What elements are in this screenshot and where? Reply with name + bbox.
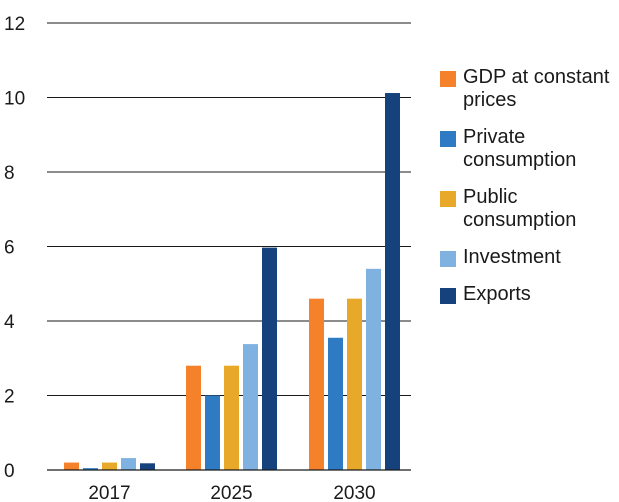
bar	[186, 365, 201, 470]
x-axis-ticks: 2017 2025 2030	[88, 483, 375, 502]
y-tick-label: 6	[4, 238, 15, 259]
legend-swatch-exports	[440, 288, 456, 304]
y-tick-label: 0	[4, 461, 15, 482]
y-tick-label: 12	[4, 14, 25, 35]
y-tick-label: 8	[4, 163, 15, 184]
legend-item-public-consumption: Public consumption	[440, 186, 619, 232]
legend-label: GDP at constant prices	[463, 66, 610, 111]
x-tick-label: 2030	[333, 483, 375, 502]
legend-label: Investment	[463, 246, 561, 268]
legend-label: Private consumption	[463, 126, 577, 171]
bar	[83, 468, 98, 470]
legend-swatch-public-consumption	[440, 191, 456, 207]
y-axis-ticks: 0 2 4 6 8 10 12	[4, 14, 25, 482]
x-tick-label: 2025	[210, 483, 252, 502]
y-tick-label: 4	[4, 312, 15, 333]
bar	[309, 298, 324, 470]
x-tick-label: 2017	[88, 483, 130, 502]
y-tick-label: 10	[4, 89, 25, 110]
legend-item-exports: Exports	[440, 283, 619, 306]
bar	[140, 463, 155, 470]
legend-item-investment: Investment	[440, 246, 619, 269]
bar	[64, 462, 79, 470]
legend-item-private-consumption: Private consumption	[440, 126, 619, 172]
bar	[102, 462, 117, 470]
legend-swatch-gdp	[440, 71, 456, 87]
legend: GDP at constant prices Private consumpti…	[440, 66, 619, 320]
legend-swatch-investment	[440, 251, 456, 267]
bar	[385, 93, 400, 470]
bar	[347, 298, 362, 470]
bars	[64, 93, 400, 470]
bar	[328, 337, 343, 470]
bar	[243, 344, 258, 470]
bar	[366, 268, 381, 470]
legend-label: Public consumption	[463, 186, 577, 231]
legend-item-gdp: GDP at constant prices	[440, 66, 619, 112]
bar	[205, 395, 220, 470]
legend-label: Exports	[463, 283, 531, 305]
bar	[224, 365, 239, 470]
bar	[121, 458, 136, 470]
bar	[262, 247, 277, 470]
legend-swatch-private-consumption	[440, 131, 456, 147]
y-tick-label: 2	[4, 387, 15, 408]
